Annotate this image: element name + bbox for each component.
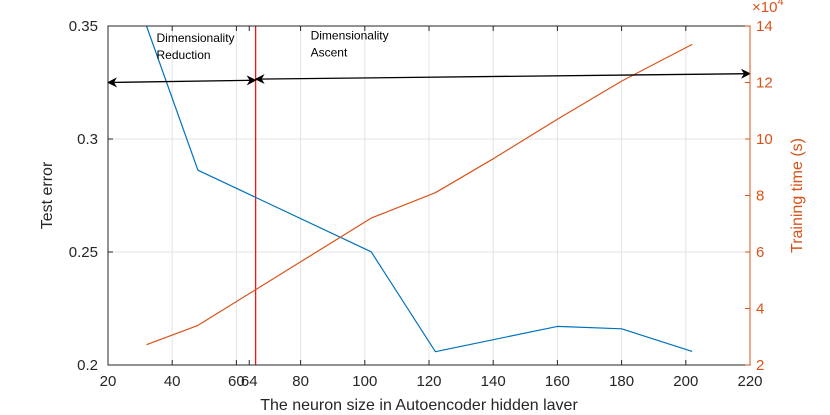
x-tick-label: 140 bbox=[481, 373, 506, 390]
x-tick-label: 200 bbox=[673, 373, 698, 390]
y-axis-label-right: Training time (s) bbox=[789, 138, 806, 253]
y-right-tick-label: 8 bbox=[756, 188, 764, 205]
annotation-layer: Dimensionality Reduction Dimensionality Asc… bbox=[107, 29, 751, 88]
y-right-tick-label: 6 bbox=[756, 244, 764, 261]
y-left-tick-label: 0.35 bbox=[69, 18, 98, 35]
annotation-line: Dimensionality bbox=[157, 31, 235, 45]
x-tick-label: 20 bbox=[100, 373, 117, 390]
test-error-line bbox=[145, 25, 693, 353]
x-tick-label: 160 bbox=[545, 373, 570, 390]
right-axis-exponent: ×104 bbox=[752, 0, 784, 16]
y-left-tick-label: 0.2 bbox=[77, 357, 98, 374]
right-axis-exponent-power: 4 bbox=[777, 0, 783, 8]
annotation-text: Dimensionality Reduction bbox=[157, 31, 235, 62]
x-tick-label: 40 bbox=[164, 373, 181, 390]
y-right-tick-label: 10 bbox=[756, 131, 773, 148]
x-tick-label: 64 bbox=[241, 373, 258, 390]
right-axis-exponent-base: ×10 bbox=[752, 0, 777, 16]
double-arrow bbox=[254, 68, 751, 85]
x-tick-label: 100 bbox=[352, 373, 377, 390]
annotation-line: Reduction bbox=[157, 48, 211, 62]
y-right-tick-label: 14 bbox=[756, 18, 773, 35]
y-right-tick-label: 12 bbox=[756, 75, 773, 92]
annotation-line: Ascent bbox=[311, 46, 348, 60]
x-tick-label: 80 bbox=[292, 373, 309, 390]
y-right-tick-label: 2 bbox=[756, 357, 764, 374]
annotation-line: Dimensionality bbox=[311, 29, 389, 43]
y-left-tick-label: 0.25 bbox=[69, 244, 98, 261]
y-axis-label-left: Test error bbox=[39, 161, 56, 229]
series-layer bbox=[145, 25, 693, 353]
x-axis-label: The neuron size in Autoencoder hidden la… bbox=[260, 397, 578, 414]
x-tick-label: 60 bbox=[228, 373, 245, 390]
double-arrow bbox=[107, 75, 257, 88]
x-tick-label: 120 bbox=[416, 373, 441, 390]
annotation-text: Dimensionality Ascent bbox=[311, 29, 389, 60]
x-tick-label: 180 bbox=[609, 373, 634, 390]
y-right-tick-label: 4 bbox=[756, 301, 764, 318]
y-left-tick-label: 0.3 bbox=[77, 131, 98, 148]
x-tick-label: 220 bbox=[737, 373, 762, 390]
training-time-line bbox=[146, 43, 693, 346]
